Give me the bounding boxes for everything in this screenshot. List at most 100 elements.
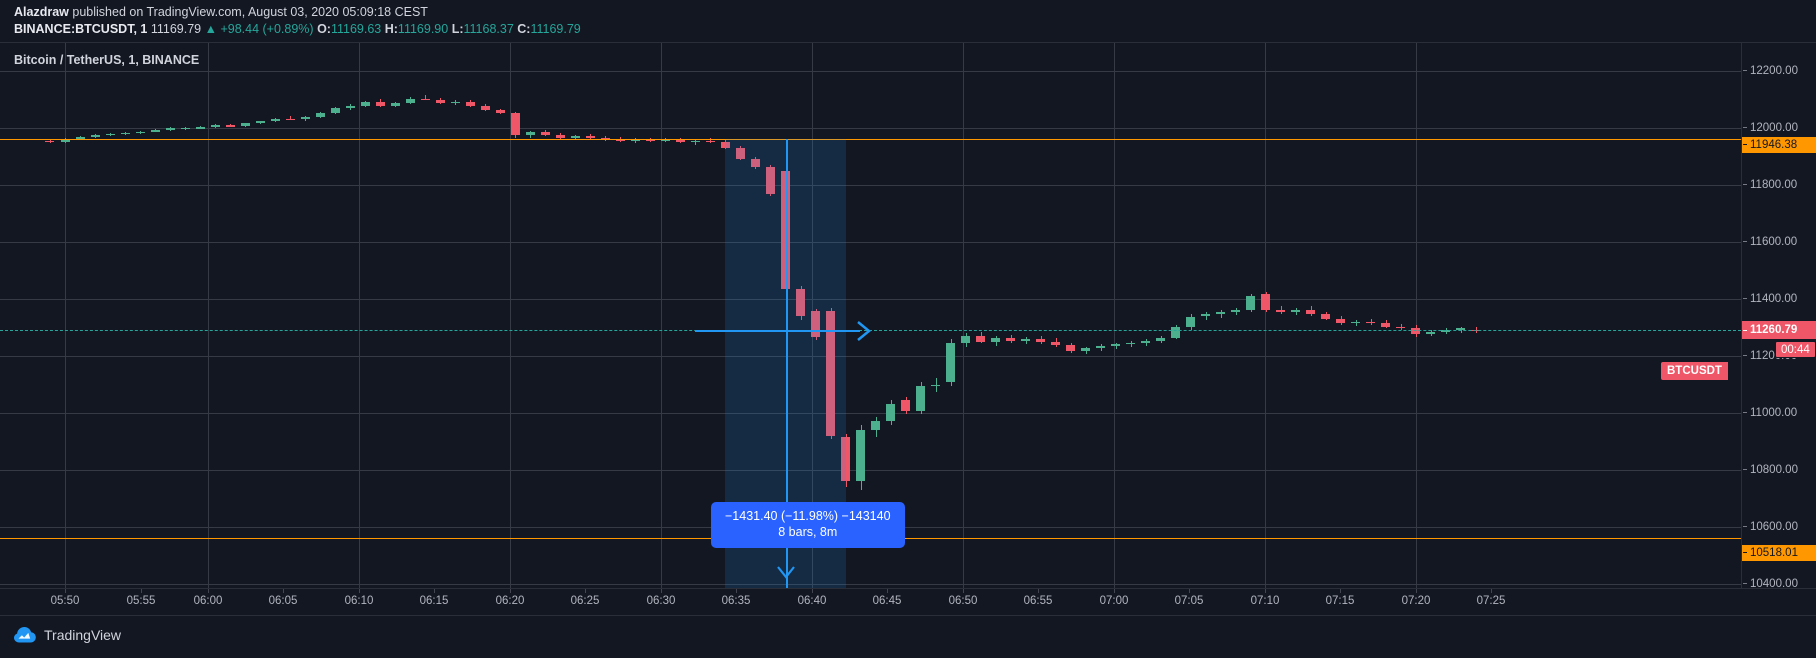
time-axis-tick — [963, 589, 964, 593]
candle-body — [136, 131, 145, 134]
candle-body — [421, 98, 430, 101]
candle-body — [226, 125, 235, 127]
tick-dash — [1743, 526, 1747, 527]
badge-price-text: 11260.79 — [1750, 324, 1798, 336]
candle-body — [61, 139, 70, 143]
symbol-label[interactable]: BINANCE:BTCUSDT, 1 — [14, 22, 148, 36]
candle-body — [181, 127, 190, 130]
last-price: 11169.79 — [150, 22, 202, 36]
candle-body — [526, 131, 535, 136]
time-axis-label: 06:05 — [268, 595, 298, 607]
candle-body — [1231, 310, 1240, 313]
candle-body — [106, 133, 115, 136]
candle-body — [436, 99, 445, 103]
chart-area[interactable]: Bitcoin / TetherUS, 1, BINANCE −1431.40 … — [0, 42, 1816, 616]
publisher-name: Alazdraw — [14, 5, 69, 19]
horizontal-gridline — [0, 413, 1741, 414]
candle-body — [916, 386, 925, 412]
candle-body — [286, 118, 295, 121]
candle-body — [1021, 339, 1030, 342]
time-axis-tick — [141, 589, 142, 593]
time-axis-tick — [283, 589, 284, 593]
candle-body — [211, 125, 220, 128]
badge-dash — [1743, 330, 1747, 331]
tick-text: 12000.00 — [1750, 122, 1798, 134]
candle-body — [376, 102, 385, 106]
vertical-gridline — [1416, 43, 1417, 588]
horizontal-gridline — [0, 356, 1741, 357]
measurement-bars: 8 bars, 8m — [778, 525, 838, 539]
candle-body — [796, 288, 805, 317]
candle-body — [1381, 323, 1390, 327]
candle-body — [331, 108, 340, 113]
candle-body — [481, 105, 490, 110]
time-axis-label: 06:35 — [721, 595, 751, 607]
chart-legend: Bitcoin / TetherUS, 1, BINANCE — [14, 53, 200, 67]
candle-body — [1321, 314, 1330, 319]
candle-body — [1126, 342, 1135, 345]
price-axis-label: 10600.00 — [1742, 519, 1816, 535]
horizontal-gridline — [0, 128, 1741, 129]
candle-body — [991, 338, 1000, 342]
symbol-quote-bar: BINANCE:BTCUSDT, 1 11169.79 ▲ +98.44 (+0… — [14, 22, 581, 36]
candle-body — [1426, 331, 1435, 335]
candle-body — [541, 131, 550, 136]
candle-body — [1276, 309, 1285, 313]
resistance-price-line[interactable] — [0, 139, 1741, 140]
time-axis-label: 05:50 — [50, 595, 80, 607]
candle-body — [1411, 328, 1420, 335]
close-label: C: — [517, 22, 531, 36]
publish-info: Alazdraw published on TradingView.com, A… — [14, 5, 428, 19]
price-pane[interactable]: Bitcoin / TetherUS, 1, BINANCE −1431.40 … — [0, 42, 1741, 589]
candle-body — [1051, 341, 1060, 345]
candle-body — [45, 140, 54, 143]
tick-dash — [1743, 184, 1747, 185]
tick-text: 10600.00 — [1750, 521, 1798, 533]
candle-body — [631, 139, 640, 142]
tick-text: 11400.00 — [1750, 293, 1798, 305]
low-label: L: — [451, 22, 464, 36]
tick-dash — [1743, 144, 1747, 145]
time-axis-tick — [1340, 589, 1341, 593]
chart-header: Alazdraw published on TradingView.com, A… — [0, 0, 1816, 42]
time-axis-tick — [1189, 589, 1190, 593]
current-price-badge[interactable]: 11260.79 — [1742, 321, 1816, 339]
candle-body — [886, 404, 895, 422]
candle-body — [1186, 316, 1195, 328]
tradingview-cloud-icon — [14, 627, 36, 643]
measurement-tooltip: −1431.40 (−11.98%) −143140 8 bars, 8m — [711, 502, 905, 548]
time-axis-tick — [359, 589, 360, 593]
candle-body — [511, 113, 520, 136]
candle-body — [1351, 321, 1360, 324]
publish-text: published on TradingView.com, August 03,… — [72, 5, 428, 19]
candle-body — [736, 147, 745, 159]
price-axis-label: 11000.00 — [1742, 405, 1816, 421]
time-axis-label: 06:50 — [948, 595, 978, 607]
time-axis-label: 05:55 — [126, 595, 156, 607]
candle-body — [571, 135, 580, 138]
candle-body — [946, 343, 955, 383]
tick-dash — [1743, 412, 1747, 413]
measurement-arrow-icon — [856, 320, 878, 347]
measurement-vertical-line[interactable] — [785, 139, 788, 588]
candle-body — [1006, 338, 1015, 342]
price-axis[interactable]: 12200.00 12000.00 11946.38 11800.00 11600.00… — [1741, 42, 1816, 589]
symbol-price-badge[interactable]: BTCUSDT — [1661, 362, 1728, 380]
candle-body — [841, 436, 850, 482]
vertical-gridline — [1114, 43, 1115, 588]
horizontal-gridline — [0, 299, 1741, 300]
time-axis-label: 07:15 — [1325, 595, 1355, 607]
time-axis[interactable]: 05:50 05:55 06:00 06:05 06:10 06:15 06:20 06:25… — [0, 589, 1816, 616]
measurement-horizontal-line[interactable] — [695, 329, 860, 332]
open-label: O: — [317, 22, 331, 36]
candle-body — [961, 336, 970, 343]
time-axis-tick — [1114, 589, 1115, 593]
candle-body — [166, 128, 175, 130]
candle-body — [901, 400, 910, 412]
last-close-price-line[interactable] — [0, 330, 1741, 331]
time-axis-tick — [510, 589, 511, 593]
tradingview-logo[interactable]: TradingView — [14, 626, 121, 644]
vertical-gridline — [963, 43, 964, 588]
tick-dash — [1743, 583, 1747, 584]
